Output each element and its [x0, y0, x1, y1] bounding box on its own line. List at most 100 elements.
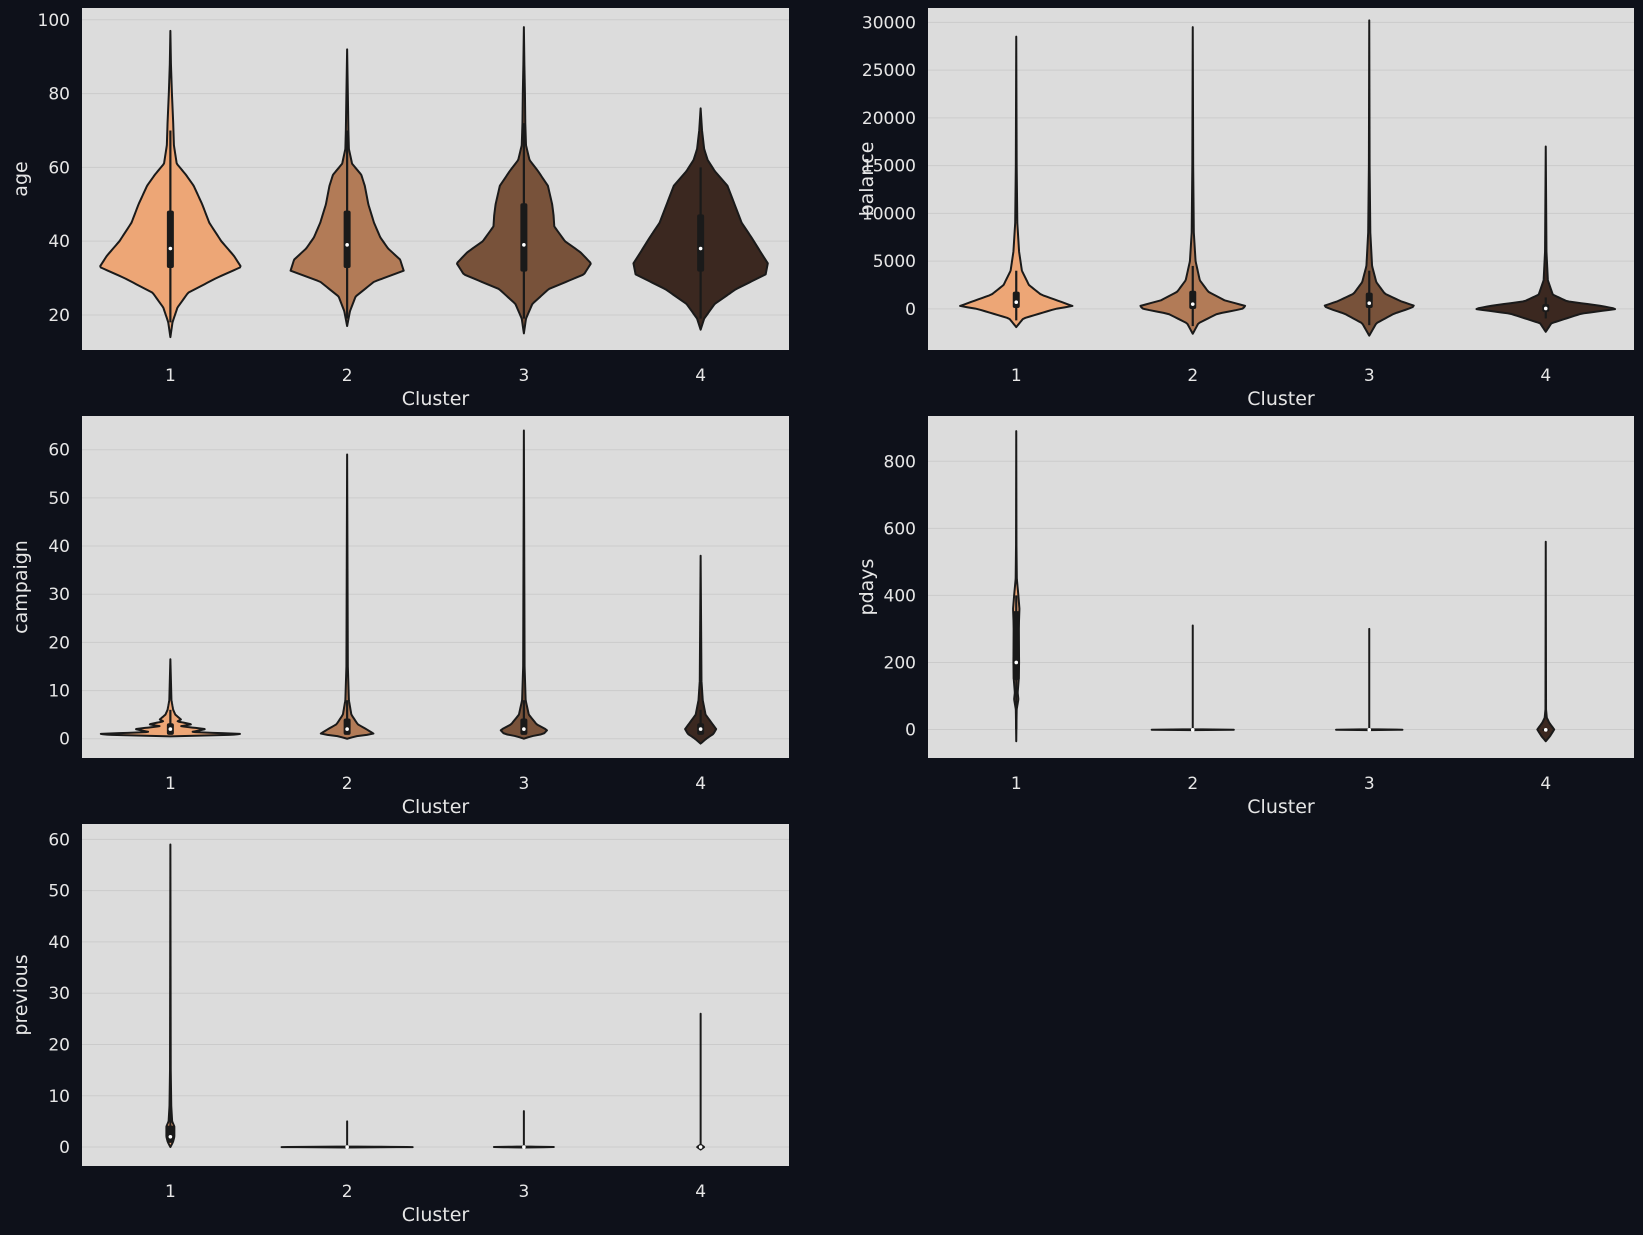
y-tick-label: 5000: [873, 252, 916, 272]
chart-panel-previous: 0 10 20 30 40 50 60 1 2 3 4 Cluster previous: [10, 824, 789, 1226]
x-tick-label: 1: [1011, 366, 1022, 386]
plot-background: [82, 824, 789, 1166]
x-tick-label: 4: [1540, 366, 1551, 386]
y-tick-label: 40: [48, 232, 70, 252]
chart-panel-age: 20 40 60 80 100 1 2 3 4 Cluster age: [10, 8, 789, 410]
chart-panel-campaign: 0 10 20 30 40 50 60 1 2 3 4 Cluster campaign: [10, 416, 789, 818]
chart-panel-balance: 0 5000 10000 15000 20000 25000 30000 1 2 3 4 Cluste…: [856, 8, 1634, 410]
x-tick-label: 2: [1187, 774, 1198, 794]
x-axis-label: Cluster: [402, 796, 470, 818]
violin-median-dot: [698, 246, 703, 251]
violin-iqr-box: [343, 718, 351, 735]
violin-body: [492, 1110, 555, 1149]
x-tick-label: 3: [518, 1182, 529, 1202]
violin-body: [1323, 19, 1415, 337]
x-tick-label: 4: [695, 366, 706, 386]
violin-body: [280, 1120, 414, 1149]
violin-median-dot: [345, 1145, 349, 1149]
x-tick-label: 3: [1364, 774, 1375, 794]
y-axis-label: campaign: [10, 540, 32, 634]
y-tick-label: 20000: [862, 109, 916, 129]
violin-median-dot: [522, 243, 526, 247]
y-tick-label: 0: [59, 730, 70, 750]
plot-background: [928, 416, 1634, 758]
violin-iqr-box: [1012, 611, 1020, 681]
violin-body: [1475, 145, 1616, 333]
y-tick-label: 20: [48, 633, 70, 653]
y-tick-label: 60: [48, 158, 70, 178]
x-tick-label: 4: [695, 774, 706, 794]
violin-cluster-4: [632, 107, 769, 331]
violin-iqr-box: [166, 1125, 174, 1143]
y-tick-label: 400: [884, 586, 916, 606]
y-tick-label: 10: [48, 1087, 70, 1107]
violin-iqr-box: [1189, 290, 1197, 309]
violin-median-dot: [522, 727, 526, 731]
x-tick-label: 3: [1364, 366, 1375, 386]
violin-cluster-1: [99, 29, 242, 339]
y-axis-label: age: [10, 161, 32, 196]
x-tick-label: 1: [165, 1182, 176, 1202]
y-tick-label: 50: [48, 882, 70, 902]
y-axis-label: balance: [856, 142, 878, 217]
x-tick-label: 1: [165, 774, 176, 794]
violin-iqr-box: [166, 210, 174, 268]
plot-background: [82, 416, 789, 758]
violin-body: [684, 554, 718, 745]
violin-iqr-box: [1365, 292, 1373, 309]
violin-median-dot: [1543, 306, 1548, 311]
violin-cluster-2: [319, 453, 375, 740]
y-tick-label: 40: [48, 537, 70, 557]
violin-body: [959, 35, 1074, 329]
violin-cluster-3: [1335, 627, 1404, 732]
plot-background: [928, 8, 1634, 350]
violin-cluster-1: [165, 843, 176, 1149]
violin-cluster-4: [1536, 540, 1556, 743]
y-tick-label: 20: [48, 1035, 70, 1055]
violin-cluster-4: [1475, 145, 1616, 333]
x-tick-label: 4: [1540, 774, 1551, 794]
violin-median-dot: [1190, 728, 1195, 732]
x-tick-label: 3: [518, 774, 529, 794]
x-tick-label: 2: [342, 366, 353, 386]
violin-body: [1139, 26, 1247, 335]
x-tick-label: 1: [1011, 774, 1022, 794]
violin-median-dot: [168, 727, 173, 731]
violin-cluster-2: [1139, 26, 1247, 335]
violin-cluster-1: [959, 35, 1074, 329]
x-tick-label: 2: [342, 774, 353, 794]
y-tick-label: 20: [48, 306, 70, 326]
y-tick-label: 0: [59, 1138, 70, 1158]
y-tick-label: 50: [48, 489, 70, 509]
y-tick-label: 0: [905, 300, 916, 320]
chart-panel-pdays: 0 200 400 600 800 1 2 3 4 Cluster pdays: [856, 416, 1634, 818]
y-tick-label: 30000: [862, 13, 916, 33]
violin-cluster-2: [280, 1120, 414, 1149]
x-axis-label: Cluster: [1247, 796, 1315, 818]
violin-iqr-box: [697, 214, 705, 272]
x-axis-label: Cluster: [402, 1204, 470, 1226]
violin-cluster-3: [492, 1110, 555, 1149]
y-tick-label: 60: [48, 441, 70, 461]
y-tick-label: 30: [48, 585, 70, 605]
violin-body: [696, 1012, 706, 1151]
violin-cluster-1: [1012, 430, 1021, 743]
violin-cluster-3: [456, 26, 592, 335]
y-tick-label: 200: [884, 653, 916, 673]
violin-median-dot: [698, 727, 703, 731]
violin-body: [319, 453, 375, 740]
y-tick-label: 60: [48, 830, 70, 850]
y-tick-label: 15000: [862, 157, 916, 177]
violin-cluster-2: [1150, 624, 1235, 732]
y-tick-label: 0: [905, 721, 916, 741]
y-tick-label: 10: [48, 682, 70, 702]
violin-cluster-4: [684, 554, 718, 745]
x-axis-label: Cluster: [1247, 388, 1315, 410]
violin-cluster-3: [1323, 19, 1415, 337]
x-tick-label: 4: [695, 1182, 706, 1202]
violin-median-dot: [1367, 728, 1372, 732]
x-tick-label: 2: [342, 1182, 353, 1202]
violin-body: [499, 429, 548, 740]
x-axis-label: Cluster: [402, 388, 470, 410]
violin-median-dot: [345, 243, 349, 247]
